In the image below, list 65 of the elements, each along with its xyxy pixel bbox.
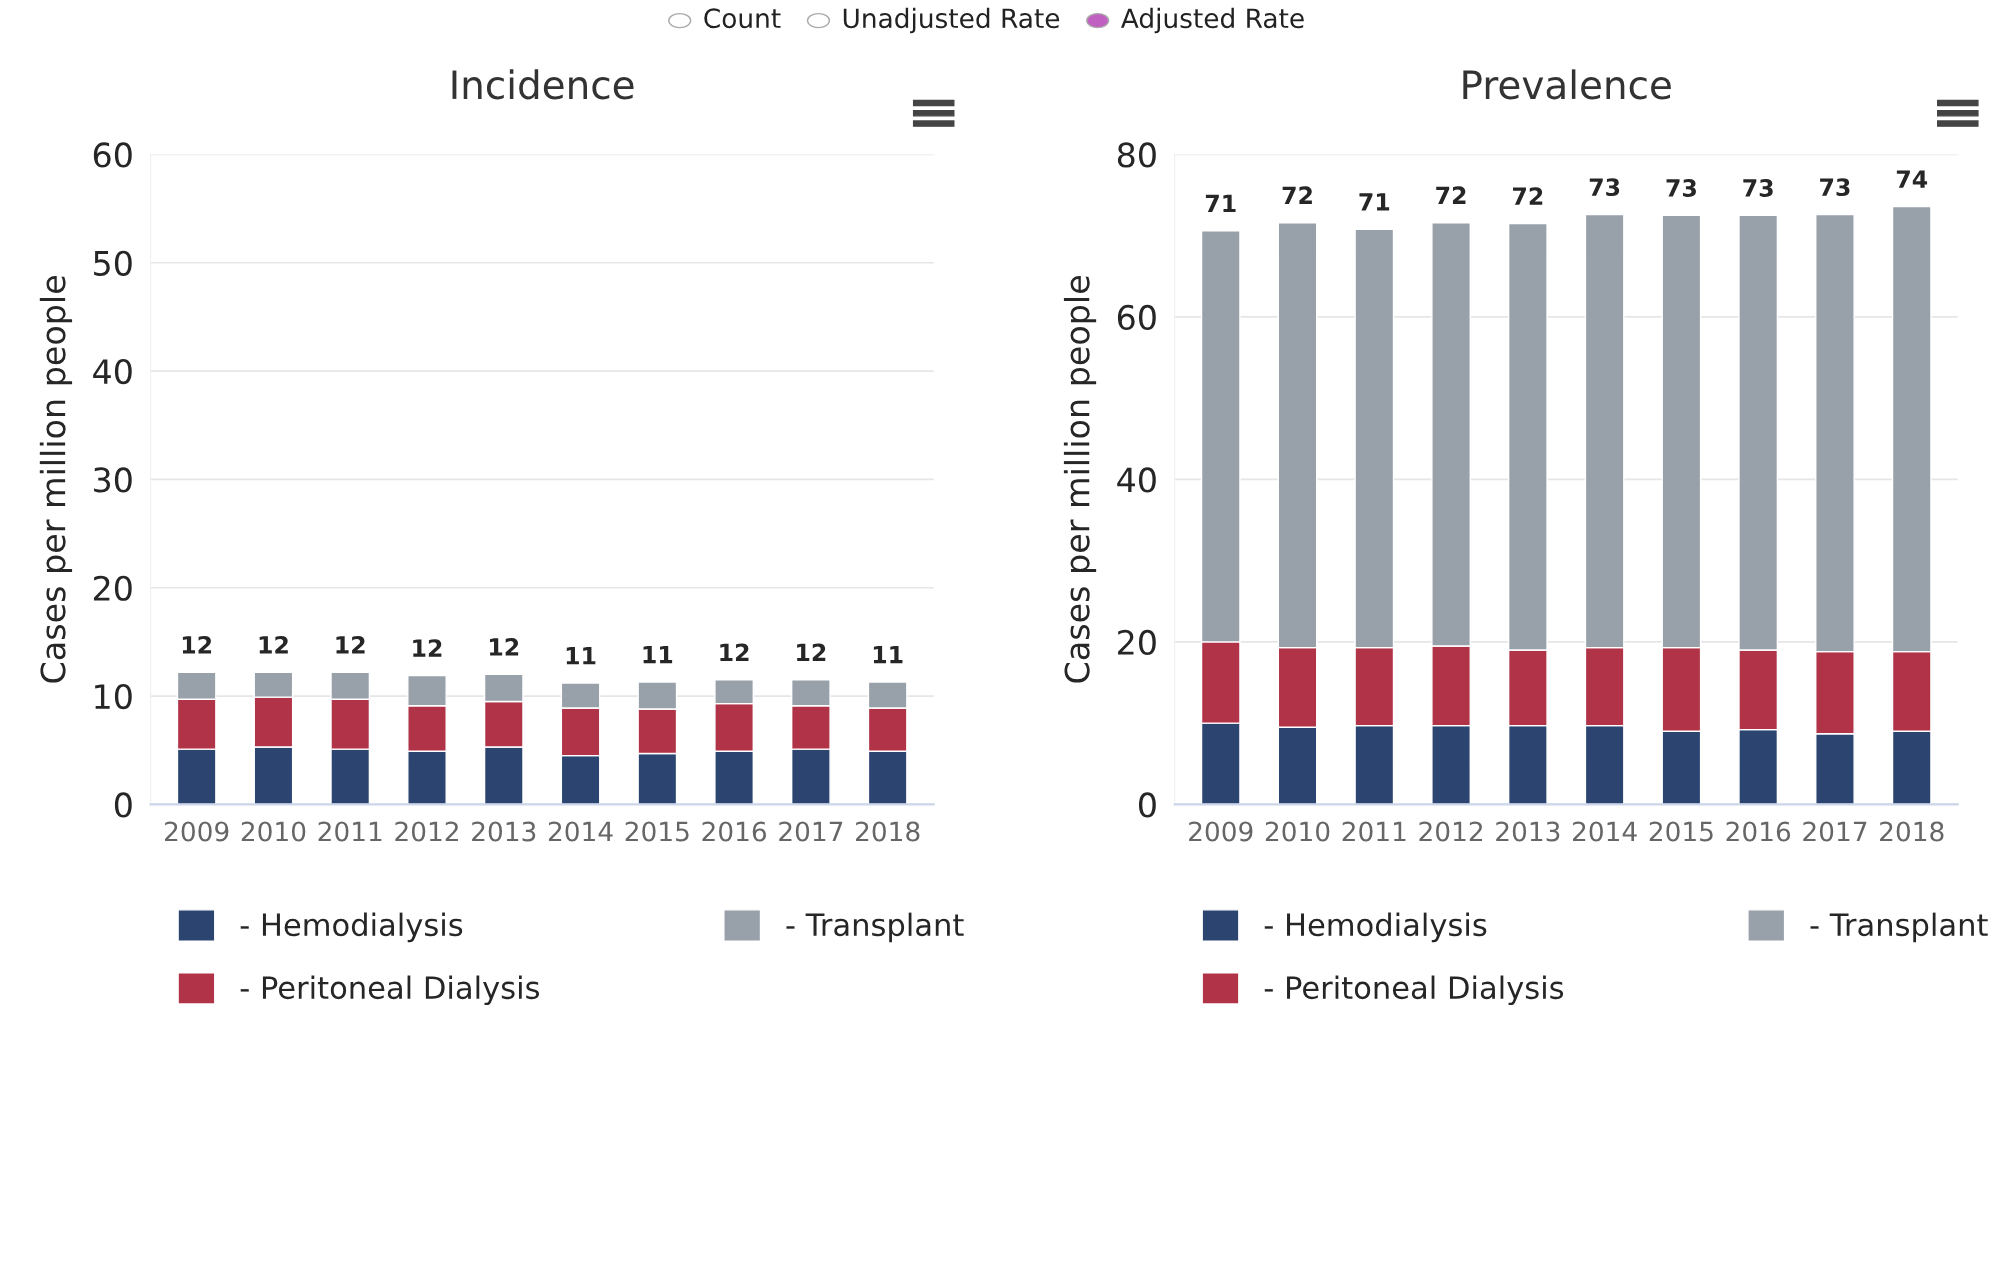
x-tick-label: 2014 <box>548 821 613 842</box>
y-tick-label: 20 <box>1118 629 1156 656</box>
total-label: 11 <box>873 645 903 664</box>
x-tick-label: 2017 <box>1803 821 1867 842</box>
total-label: 12 <box>259 635 288 654</box>
total-label: 74 <box>1896 170 1928 188</box>
x-tick-label: 2009 <box>1189 821 1253 842</box>
y-tick-label: 40 <box>93 359 132 385</box>
legend-label: - Peritoneal Dialysis <box>240 975 540 1006</box>
total-label: 73 <box>1820 178 1850 197</box>
total-label: 72 <box>1513 187 1543 205</box>
y-tick-label: 0 <box>114 792 132 818</box>
y-tick-label: 30 <box>94 467 132 493</box>
x-tick-label: 2010 <box>1265 821 1330 842</box>
chart-title: Incidence <box>452 69 634 100</box>
x-tick-label: 2014 <box>1572 821 1637 842</box>
x-tick-label: 2016 <box>702 821 767 842</box>
total-label: 71 <box>1359 193 1390 211</box>
x-tick-label: 2009 <box>165 821 229 842</box>
x-tick-label: 2018 <box>1880 821 1944 842</box>
total-label: 12 <box>182 635 212 654</box>
legend-label: - Transplant <box>786 912 964 943</box>
y-tick-label: 0 <box>1139 792 1156 818</box>
total-label: 12 <box>720 643 749 661</box>
x-tick-label: 2011 <box>318 821 382 842</box>
total-label: 12 <box>797 643 826 661</box>
x-tick-label: 2013 <box>472 821 536 842</box>
total-label: 12 <box>336 635 365 654</box>
y-tick-label: 60 <box>1117 304 1156 331</box>
total-label: 72 <box>1282 186 1312 204</box>
y-tick-label: 60 <box>93 142 132 168</box>
x-tick-label: 2017 <box>779 821 843 842</box>
x-tick-label: 2015 <box>1649 821 1713 842</box>
x-tick-label: 2016 <box>1726 821 1791 842</box>
total-label: 73 <box>1666 179 1696 197</box>
text: Count <box>704 8 781 29</box>
legend-label: - Transplant <box>1810 912 1988 943</box>
chart-title: Prevalence <box>1463 69 1671 100</box>
y-tick-label: 50 <box>94 250 132 276</box>
total-label: 72 <box>1436 186 1466 204</box>
x-tick-label: 2012 <box>1419 821 1483 842</box>
total-label: 12 <box>413 639 442 657</box>
total-label: 71 <box>1205 194 1236 213</box>
legend-label: - Hemodialysis <box>1264 912 1487 943</box>
total-label: 73 <box>1743 179 1773 197</box>
x-tick-label: 2013 <box>1496 821 1560 842</box>
y-axis-title: Cases per million people <box>1063 276 1097 683</box>
x-tick-label: 2011 <box>1342 821 1406 842</box>
y-tick-label: 20 <box>93 575 132 601</box>
total-label: 11 <box>643 645 673 664</box>
y-tick-label: 10 <box>95 683 132 710</box>
x-tick-label: 2015 <box>625 821 689 842</box>
total-label: 12 <box>490 638 519 656</box>
text: Unadjusted Rate <box>843 7 1060 34</box>
legend-label: - Peritoneal Dialysis <box>1264 975 1564 1006</box>
x-tick-label: 2010 <box>241 821 306 842</box>
legend-label: - Hemodialysis <box>240 912 463 943</box>
y-tick-label: 40 <box>1117 467 1156 493</box>
total-label: 11 <box>566 647 596 665</box>
total-label: 73 <box>1589 178 1620 197</box>
x-tick-label: 2018 <box>856 821 920 842</box>
y-tick-label: 80 <box>1117 142 1156 168</box>
x-tick-label: 2012 <box>395 821 458 842</box>
text: Adjusted Rate <box>1120 7 1304 34</box>
y-axis-title: Cases per million people <box>39 276 73 683</box>
